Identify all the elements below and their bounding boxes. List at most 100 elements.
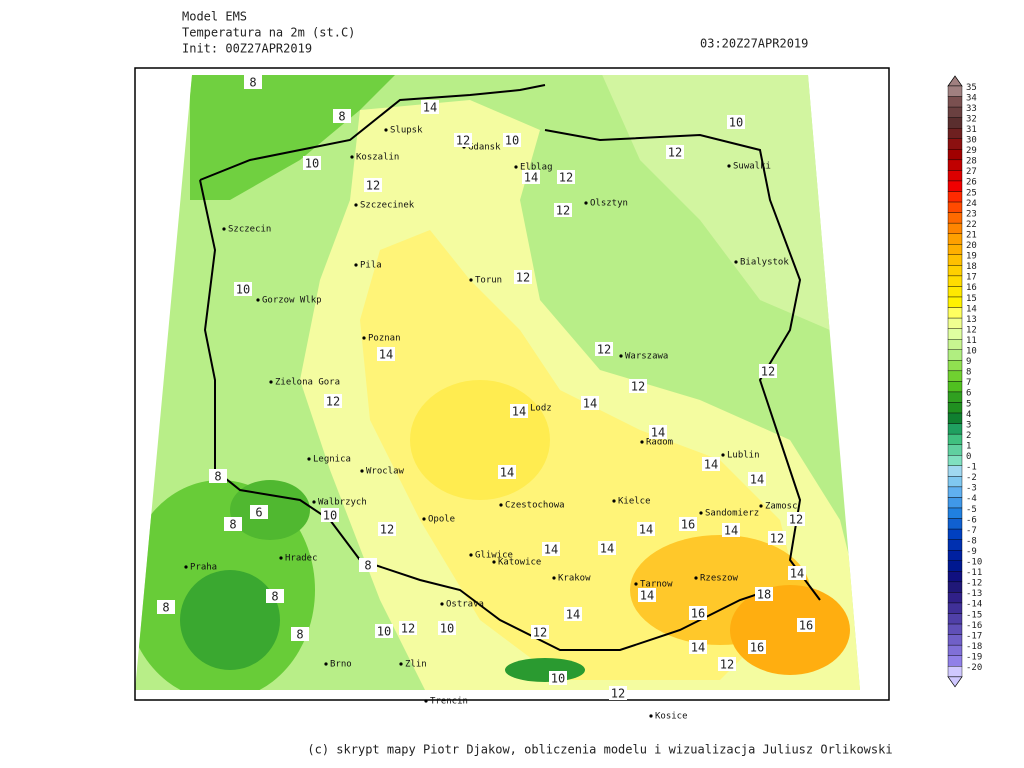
city-name: Zlin (405, 660, 427, 670)
contour-label-box (581, 396, 599, 410)
contour-label: 14 (691, 641, 705, 655)
contour-label-box (421, 100, 439, 114)
colorbar-label: 1 (966, 441, 971, 451)
colorbar-swatch (947, 592, 963, 604)
colorbar-label: -16 (966, 621, 982, 631)
contour-label: 16 (691, 607, 705, 621)
contour-label-box (377, 347, 395, 361)
colorbar-swatch (947, 497, 963, 509)
contour-label: 8 (296, 628, 303, 642)
colorbar-label: -6 (966, 515, 977, 525)
contour-label: 16 (750, 641, 764, 655)
city-name: Krakow (558, 574, 591, 584)
colorbar-swatch (947, 412, 963, 424)
colorbar-label: 31 (966, 125, 977, 135)
contour-label-box (722, 523, 740, 537)
contour-label: 12 (559, 171, 573, 185)
colorbar-label: 16 (966, 283, 977, 293)
contour-label: 18 (757, 588, 771, 602)
city-dot (424, 699, 428, 703)
contour-label-box (702, 457, 720, 471)
footer: (c) skrypt mapy Piotr Djakow, obliczenia… (307, 743, 892, 757)
valid-time: 03:20Z27APR2019 (700, 37, 808, 51)
contour-label: 12 (631, 380, 645, 394)
contour-label-box (209, 469, 227, 483)
contour-label: 12 (326, 395, 340, 409)
contour-label: 14 (423, 101, 437, 115)
colorbar-label: -9 (966, 547, 977, 557)
colorbar-label: -4 (966, 494, 977, 504)
contour-label-box (399, 621, 417, 635)
colorbar-swatch (947, 233, 963, 245)
contour-label: 8 (338, 110, 345, 124)
contour-label-box (755, 587, 773, 601)
colorbar-swatch (947, 180, 963, 192)
city-dot (649, 714, 653, 718)
contour-label: 16 (799, 619, 813, 633)
city-name: Brno (330, 660, 352, 670)
colorbar-label: 24 (966, 199, 977, 209)
colorbar-swatch (947, 581, 963, 593)
contour-label-box (554, 203, 572, 217)
city-dot (634, 582, 638, 586)
contour-label-box (244, 75, 262, 89)
contour-label-box (321, 508, 339, 522)
colorbar-label: 8 (966, 368, 971, 378)
colorbar-swatch (947, 655, 963, 667)
contour-label: 12 (380, 523, 394, 537)
contour-label: 8 (214, 470, 221, 484)
colorbar-label: 14 (966, 304, 977, 314)
contour-label-box (638, 588, 656, 602)
contour-label-box (291, 627, 309, 641)
contour-label: 12 (789, 513, 803, 527)
city-dot (552, 576, 556, 580)
contour-label: 10 (729, 116, 743, 130)
colorbar-label: 0 (966, 452, 971, 462)
city-name: Opole (428, 515, 455, 525)
colorbar-swatch (947, 444, 963, 456)
colorbar-label: 2 (966, 431, 971, 441)
city-name: Hradec (285, 554, 318, 564)
colorbar-swatch (947, 666, 963, 678)
colorbar-label: 21 (966, 230, 977, 240)
colorbar-label: -8 (966, 536, 977, 546)
city-name: Slupsk (390, 126, 423, 136)
colorbar-label: 11 (966, 336, 977, 346)
colorbar-label: 13 (966, 315, 977, 325)
colorbar-swatch (947, 159, 963, 171)
contour-label: 14 (724, 524, 738, 538)
contour-label: 8 (364, 559, 371, 573)
contour-label-box (542, 542, 560, 556)
colorbar-swatch (947, 402, 963, 414)
colorbar-swatch (947, 571, 963, 583)
city-name: Legnica (313, 455, 351, 465)
contour-label: 12 (516, 271, 530, 285)
city-dot (759, 504, 763, 508)
contour-label-box (797, 618, 815, 632)
contour-label: 10 (377, 625, 391, 639)
colorbar-swatch (947, 85, 963, 97)
colorbar-swatch (947, 465, 963, 477)
contour-label-box (510, 404, 528, 418)
city-name: Katowice (498, 558, 541, 568)
city-dot (499, 503, 503, 507)
contour-label-box (531, 625, 549, 639)
colorbar-label: -5 (966, 505, 977, 515)
city-name: Walbrzych (318, 498, 367, 508)
contour-label: 14 (600, 542, 614, 556)
colorbar-swatch (947, 370, 963, 382)
colorbar-label: -12 (966, 579, 982, 589)
colorbar-swatch (947, 275, 963, 287)
city-name: Ostrava (446, 600, 484, 610)
colorbar-swatch (947, 265, 963, 277)
city-name: Praha (190, 563, 217, 573)
city-dot (354, 203, 358, 207)
city-dot (584, 201, 588, 205)
contour-label-box (718, 657, 736, 671)
colorbar-swatch (947, 307, 963, 319)
contour-label: 8 (271, 590, 278, 604)
colorbar-label: 28 (966, 157, 977, 167)
colorbar-label: 9 (966, 357, 971, 367)
city-dot (619, 354, 623, 358)
colorbar-swatch (947, 96, 963, 108)
